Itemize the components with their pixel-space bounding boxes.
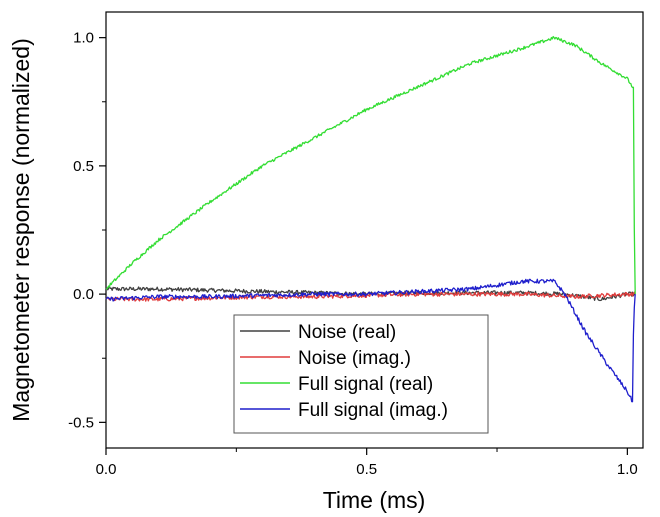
x-tick-label: 0.0: [96, 461, 117, 478]
legend: Noise (real) Noise (imag.) Full signal (re…: [233, 314, 489, 434]
legend-label-2: Noise (imag.): [298, 348, 411, 369]
legend-label-4: Full signal (imag.): [298, 400, 448, 421]
series-line-4: [105, 278, 636, 403]
legend-label-3: Full signal (real): [298, 374, 433, 395]
y-axis-title: Magnetometer response (normalized): [8, 38, 34, 422]
y-tick-label: 0.0: [73, 286, 94, 303]
y-tick-label: 0.5: [73, 158, 94, 175]
y-tick-label: -0.5: [68, 414, 94, 431]
ticks-layer: 0.0 0.5 1.0 -0.5 0.0 0.5 1.0: [68, 30, 638, 478]
legend-box: [233, 314, 489, 434]
series-line-3: [105, 35, 636, 295]
legend-label-1: Noise (real): [298, 322, 396, 343]
series-layer: [105, 35, 636, 403]
x-tick-label: 0.5: [356, 461, 377, 478]
x-tick-label: 1.0: [617, 461, 638, 478]
y-tick-label: 1.0: [73, 30, 94, 47]
x-axis-title: Time (ms): [323, 487, 426, 513]
